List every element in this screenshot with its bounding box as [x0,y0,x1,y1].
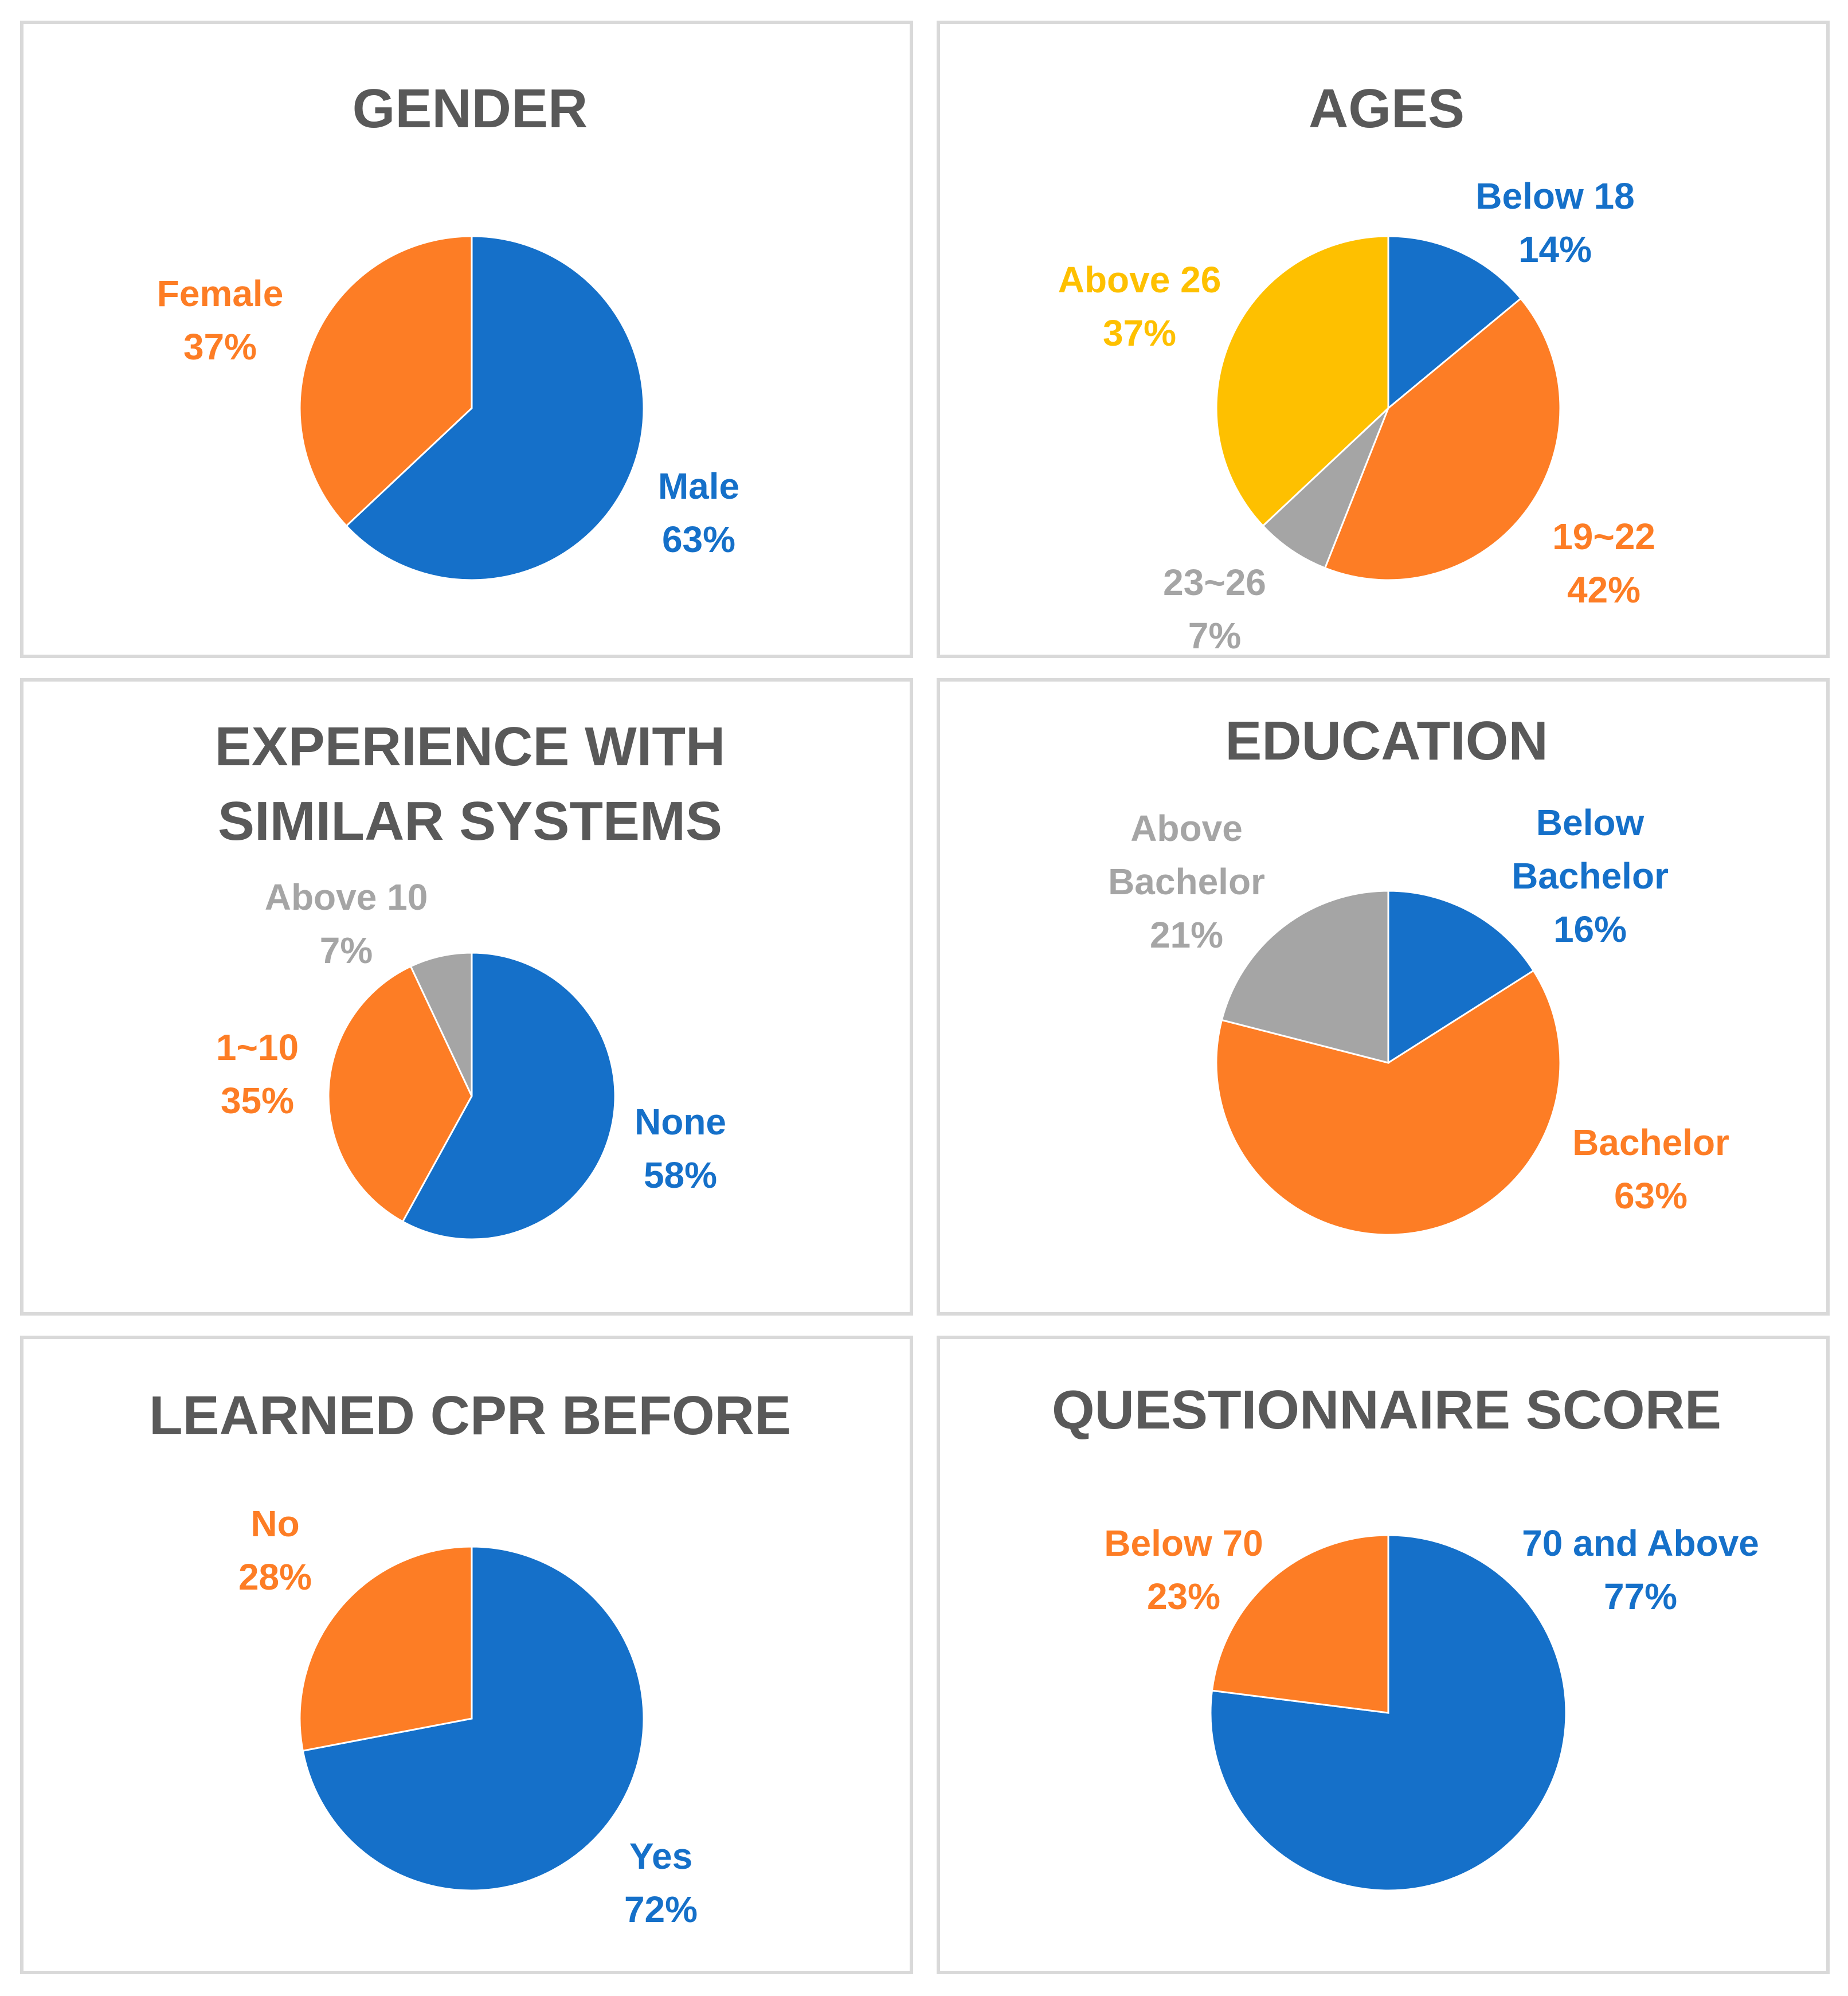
pie-slice-bachelor [1215,969,1561,1236]
pie-slice-yes [302,1545,645,1892]
pie-slice-above-10 [409,952,473,1097]
pie-chart-learned-cpr-before: LEARNED CPR BEFORE Yes 72% No 28% [149,1385,791,1930]
pie-slice-23-26 [1262,407,1389,569]
data-label-name: Female [157,273,284,314]
data-label-23-26: 23~26 7% [1163,562,1266,656]
pie-slice-male [345,235,645,581]
data-label-19-22: 19~22 42% [1552,516,1655,610]
data-label-name: Bachelor [1512,855,1669,897]
pie-slice-female [299,235,473,527]
data-label-value: 42% [1567,569,1641,610]
chart-title: SIMILAR SYSTEMS [218,790,722,852]
data-label-below-18: Below 18 14% [1475,175,1634,270]
data-label-no: No 28% [238,1503,312,1598]
chart-title: QUESTIONNAIRE SCORE [1052,1379,1721,1441]
pie-chart-education: EDUCATION Below Bachelor 16% Bachelor 63% Abov… [1108,710,1729,1236]
data-label-above-26: Above 26 37% [1058,259,1221,354]
data-label-name: Bachelor [1108,861,1265,902]
data-label-value: 14% [1518,229,1592,270]
data-label-value: 23% [1147,1576,1220,1617]
chart-panel-learned-cpr-before: LEARNED CPR BEFORE Yes 72% No 28% [20,1336,913,1974]
data-label-value: 21% [1150,914,1223,956]
data-label-female: Female 37% [157,273,284,367]
chart-panel-education: EDUCATION Below Bachelor 16% Bachelor 63% Abov… [937,678,1830,1316]
data-label-above-10: Above 10 7% [265,876,428,971]
chart-title: GENDER [353,78,588,139]
data-label-name: Below 18 [1475,175,1634,217]
pie-slice-19-22 [1324,297,1561,581]
chart-title: AGES [1309,78,1465,139]
data-label-name: Above 10 [265,876,428,918]
data-label-70-and-above: 70 and Above 77% [1522,1523,1759,1617]
data-label-name: Below [1536,802,1645,843]
data-label-value: 37% [183,326,257,367]
chart-panel-questionnaire-score: QUESTIONNAIRE SCORE 70 and Above 77% Below … [937,1336,1830,1974]
data-label-name: Above 26 [1058,259,1221,300]
data-label-value: 37% [1103,312,1176,354]
chart-title: EDUCATION [1225,710,1548,772]
pie-slice-above-bachelor [1220,890,1389,1064]
data-label-above-bachelor: Above Bachelor 21% [1108,808,1265,956]
chart-panel-experience-with-similar-systems: EXPERIENCE WITH SIMILAR SYSTEMS None 58% 1~1… [20,678,913,1316]
data-label-name: Below 70 [1104,1523,1263,1564]
chart-panel-gender: GENDER Male 63% Female 37% [20,21,913,658]
data-label-name: 19~22 [1552,516,1655,557]
data-label-1-10: 1~10 35% [216,1027,299,1121]
pie-slice-1-10 [327,965,473,1223]
data-label-value: 7% [320,930,373,971]
pie-chart-questionnaire-score: QUESTIONNAIRE SCORE 70 and Above 77% Below … [1052,1379,1759,1892]
data-label-value: 77% [1604,1576,1677,1617]
data-label-value: 63% [1614,1175,1688,1216]
data-label-name: No [250,1503,299,1544]
chart-title: EXPERIENCE WITH [215,716,726,777]
data-label-bachelor: Bachelor 63% [1572,1122,1729,1216]
data-label-name: Yes [629,1835,692,1877]
pie-slice-below-70 [1211,1534,1389,1714]
data-label-below-70: Below 70 23% [1104,1523,1263,1617]
data-label-value: 63% [662,519,735,560]
data-label-name: 1~10 [216,1027,299,1068]
data-label-value: 16% [1553,909,1627,950]
pie-slice-above-26 [1215,235,1389,527]
data-label-name: Bachelor [1572,1122,1729,1163]
pie-chart-experience-with-similar-systems: EXPERIENCE WITH SIMILAR SYSTEMS None 58% 1~1… [215,716,726,1240]
pie-slice-no [299,1545,473,1752]
data-label-name: Above [1130,808,1243,849]
data-label-none: None 58% [635,1101,726,1196]
data-label-yes: Yes 72% [624,1835,698,1930]
data-label-value: 7% [1188,615,1242,656]
pie-chart-gender: GENDER Male 63% Female 37% [157,78,739,581]
data-label-value: 72% [624,1889,698,1930]
data-label-name: 70 and Above [1522,1523,1759,1564]
data-label-name: None [635,1101,726,1142]
data-label-value: 35% [221,1080,294,1121]
data-label-name: Male [658,465,739,507]
data-label-below-bachelor: Below Bachelor 16% [1512,802,1669,950]
data-label-value: 58% [644,1154,717,1196]
pie-slice-below-18 [1387,235,1522,410]
data-label-name: 23~26 [1163,562,1266,603]
data-label-value: 28% [238,1556,312,1598]
pie-slice-none [401,952,616,1240]
chart-panel-ages: AGES Below 18 14% 19~22 42% 23~26 7% Above 26 37… [937,21,1830,658]
chart-title: LEARNED CPR BEFORE [149,1385,791,1446]
data-label-male: Male 63% [658,465,739,560]
pie-slice-below-bachelor [1387,890,1535,1064]
